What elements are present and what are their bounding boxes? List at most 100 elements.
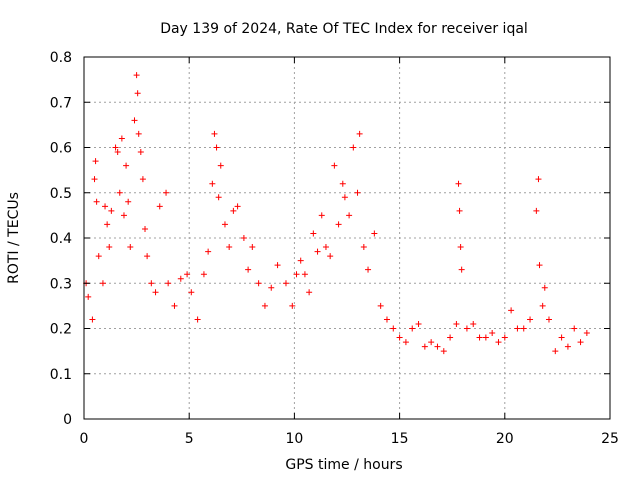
data-point — [104, 221, 111, 228]
data-point — [261, 302, 268, 309]
data-point — [108, 207, 115, 214]
data-point — [125, 198, 132, 205]
data-point — [135, 130, 142, 137]
data-point — [482, 334, 489, 341]
data-point — [194, 316, 201, 323]
data-point — [89, 316, 96, 323]
data-point — [571, 325, 578, 332]
data-point — [371, 230, 378, 237]
y-tick-label: 0.8 — [50, 50, 72, 66]
data-point — [520, 325, 527, 332]
data-point — [226, 244, 233, 251]
x-tick-label: 5 — [185, 431, 194, 447]
data-point — [91, 176, 98, 183]
data-point — [163, 189, 170, 196]
data-point — [144, 253, 151, 260]
data-point — [114, 149, 121, 156]
data-point — [156, 203, 163, 210]
data-point — [402, 339, 409, 346]
data-point — [447, 334, 454, 341]
grid-layer — [84, 57, 610, 419]
data-point — [350, 144, 357, 151]
data-point — [539, 302, 546, 309]
data-point — [354, 189, 361, 196]
y-tick-label: 0.4 — [50, 231, 72, 247]
y-tick-label: 0.6 — [50, 141, 72, 157]
data-point — [440, 348, 447, 355]
data-point — [171, 302, 178, 309]
data-point — [249, 244, 256, 251]
y-tick-label: 0.3 — [50, 276, 72, 292]
data-point — [137, 149, 144, 156]
data-point — [514, 325, 521, 332]
data-point — [93, 198, 100, 205]
data-point — [102, 203, 109, 210]
data-point — [383, 316, 390, 323]
data-point — [558, 334, 565, 341]
data-point — [120, 212, 127, 219]
data-point — [142, 225, 149, 232]
data-point — [230, 207, 237, 214]
data-point — [489, 330, 496, 337]
data-point — [583, 330, 590, 337]
data-point — [215, 194, 222, 201]
chart-title: Day 139 of 2024, Rate Of TEC Index for r… — [160, 21, 528, 37]
data-point — [116, 189, 123, 196]
data-point — [456, 207, 463, 214]
data-point — [470, 320, 477, 327]
data-point — [535, 176, 542, 183]
data-point — [85, 293, 92, 300]
data-point — [501, 334, 508, 341]
data-point — [118, 135, 125, 142]
data-point — [409, 325, 416, 332]
data-point — [211, 130, 218, 137]
data-point — [234, 203, 241, 210]
data-point — [346, 212, 353, 219]
data-point — [577, 339, 584, 346]
data-point — [331, 162, 338, 169]
data-point — [131, 117, 138, 124]
data-point — [495, 339, 502, 346]
data-point — [428, 339, 435, 346]
data-point — [139, 176, 146, 183]
data-point — [152, 289, 159, 296]
data-point — [282, 280, 289, 287]
data-point — [463, 325, 470, 332]
data-point — [92, 158, 99, 165]
data-point — [274, 262, 281, 269]
data-point — [165, 280, 172, 287]
data-point — [533, 207, 540, 214]
plot-frame — [83, 56, 611, 420]
data-point — [552, 348, 559, 355]
data-point — [396, 334, 403, 341]
x-tick-label: 20 — [496, 431, 514, 447]
data-point — [310, 230, 317, 237]
data-point — [289, 302, 296, 309]
y-tick-label: 0.5 — [50, 186, 72, 202]
data-point — [476, 334, 483, 341]
data-point — [112, 144, 119, 151]
data-point — [209, 180, 216, 187]
data-point — [106, 244, 113, 251]
data-point — [245, 266, 252, 273]
data-point — [127, 244, 134, 251]
data-point — [536, 262, 543, 269]
data-point — [322, 244, 329, 251]
data-point — [360, 244, 367, 251]
data-point — [365, 266, 372, 273]
data-point — [341, 194, 348, 201]
data-point — [327, 253, 334, 260]
data-point — [421, 343, 428, 350]
data-point — [453, 320, 460, 327]
data-point — [268, 284, 275, 291]
data-point — [457, 244, 464, 251]
x-axis-label: GPS time / hours — [285, 457, 402, 473]
data-point — [318, 212, 325, 219]
x-tick-label: 10 — [285, 431, 303, 447]
data-point — [564, 343, 571, 350]
data-point — [123, 162, 130, 169]
data-point — [339, 180, 346, 187]
data-point — [455, 180, 462, 187]
data-point — [134, 90, 141, 97]
